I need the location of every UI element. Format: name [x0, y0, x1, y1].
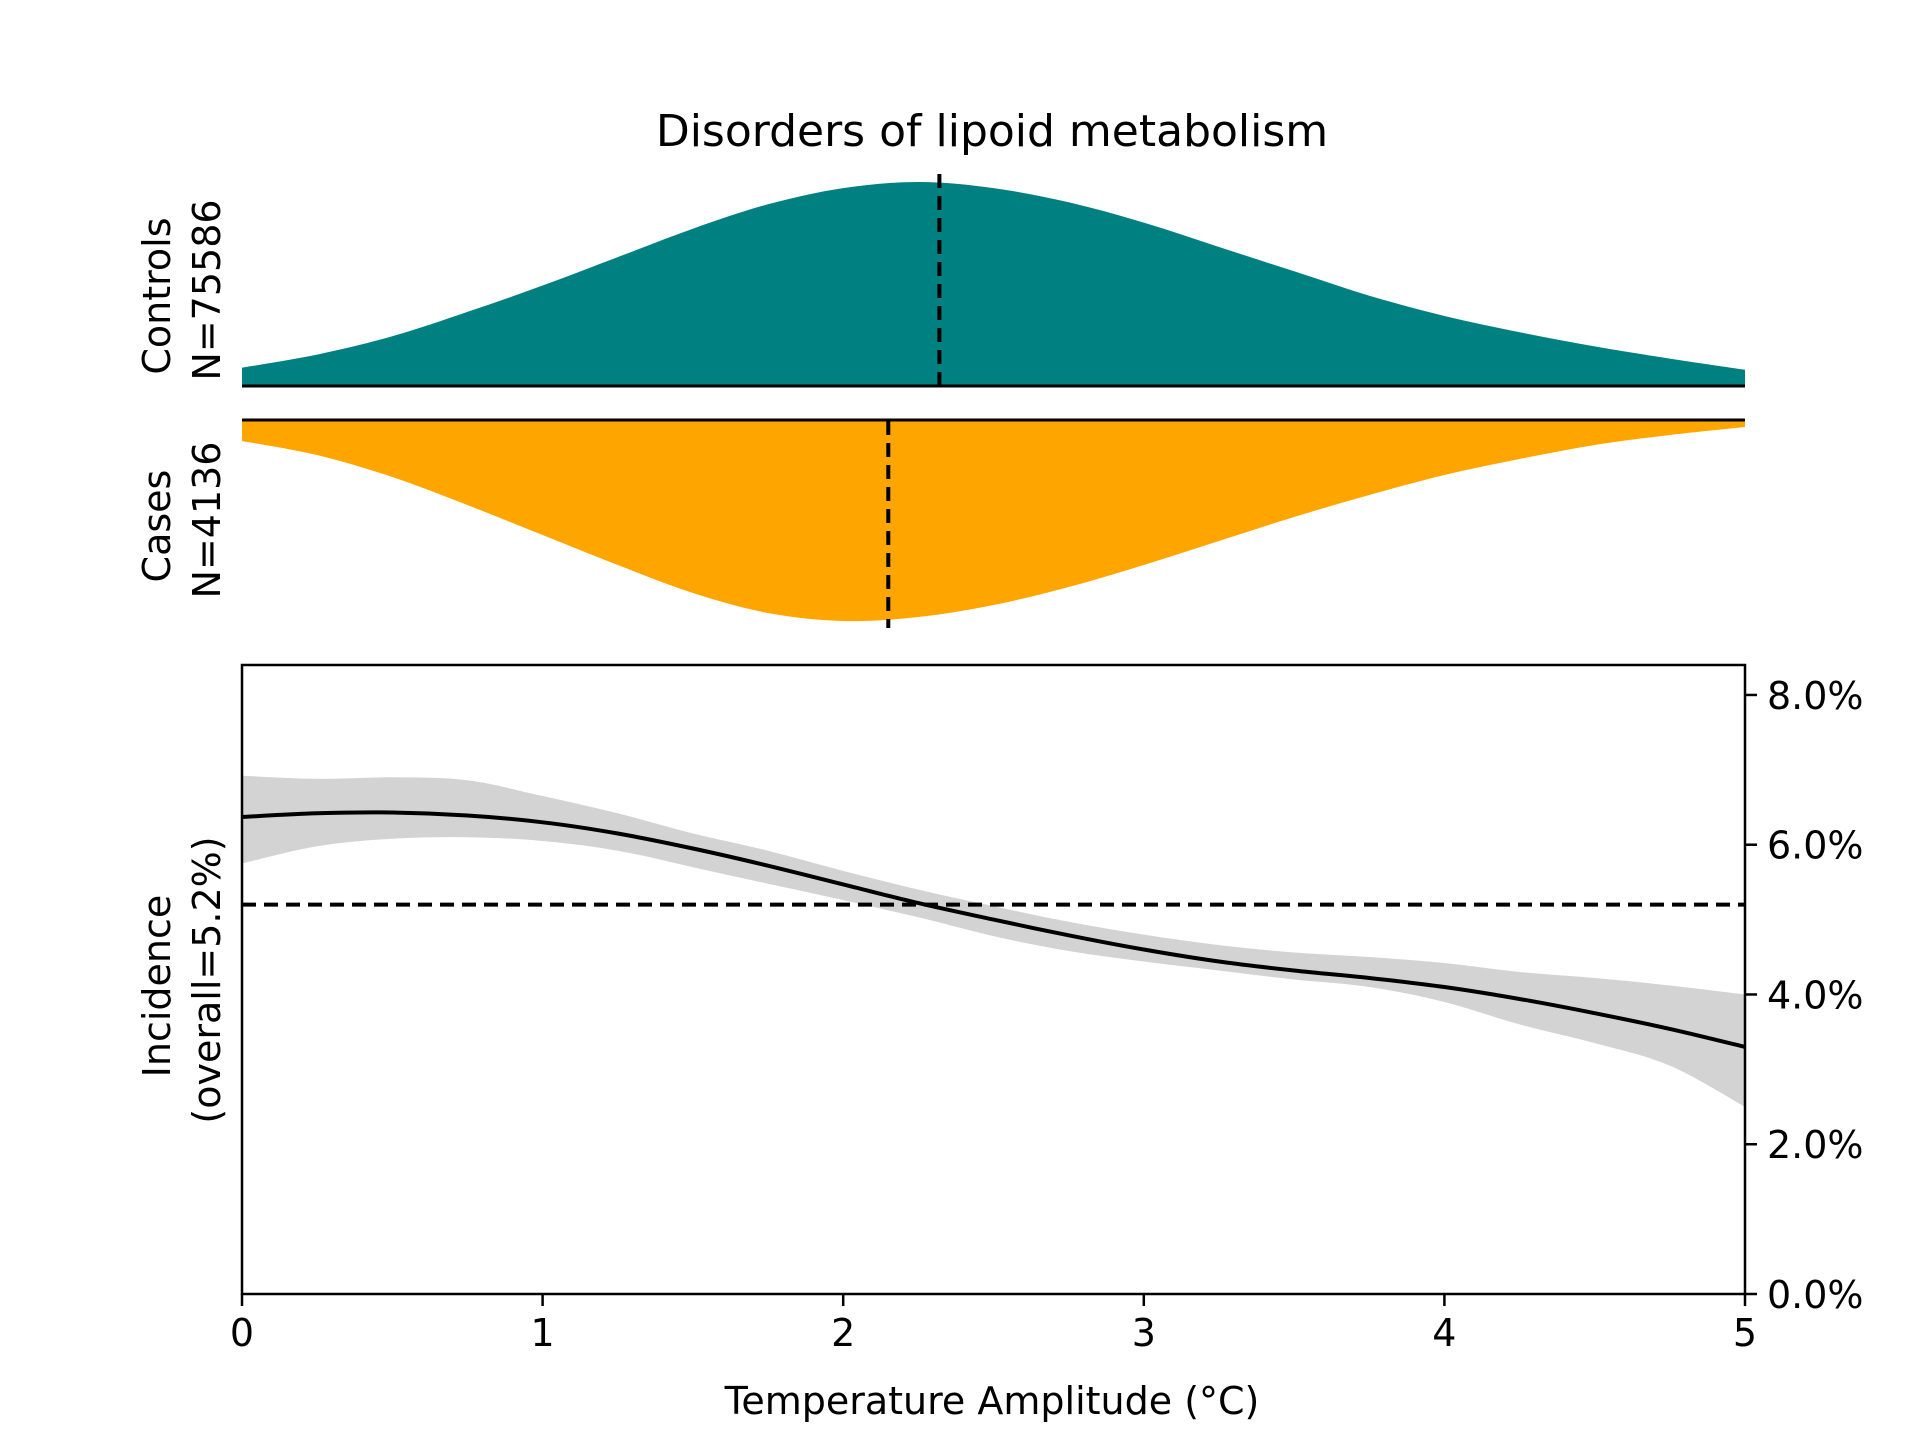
- incidence-overall: (overall=5.2%): [185, 836, 229, 1123]
- x-tick-label: 2: [831, 1311, 855, 1355]
- x-tick-label: 1: [531, 1311, 555, 1355]
- cases-label: Cases: [135, 470, 179, 583]
- y-tick-label: 6.0%: [1767, 824, 1864, 868]
- controls-ylabel: Controls N=75586: [135, 199, 229, 380]
- cases-count: N=4136: [185, 442, 229, 599]
- cases-panel: Cases N=4136: [135, 418, 1745, 628]
- y-tick-label: 8.0%: [1767, 674, 1864, 718]
- y-axis-ticks: 0.0% 2.0% 4.0% 6.0% 8.0%: [1745, 674, 1864, 1317]
- x-axis-ticks: 0 1 2 3 4 5: [230, 1294, 1757, 1355]
- x-tick-label: 5: [1733, 1311, 1757, 1355]
- incidence-ylabel: Incidence (overall=5.2%): [135, 836, 229, 1123]
- chart-title: Disorders of lipoid metabolism: [656, 106, 1328, 157]
- incidence-label: Incidence: [135, 895, 179, 1078]
- cases-ylabel: Cases N=4136: [135, 442, 229, 599]
- controls-density-area: [242, 182, 1745, 385]
- controls-count: N=75586: [185, 199, 229, 380]
- controls-panel: Controls N=75586: [135, 174, 1745, 388]
- plot-frame: [240, 663, 1747, 1296]
- incidence-curve: [241, 810, 1746, 1049]
- x-axis-label: Temperature Amplitude (°C): [724, 1379, 1260, 1423]
- y-tick-label: 2.0%: [1767, 1123, 1864, 1167]
- incidence-panel: 0 1 2 3 4 5 0.0% 2.0% 4.0% 6.0% 8.0% Temperature …: [135, 663, 1864, 1423]
- y-tick-label: 4.0%: [1767, 973, 1864, 1017]
- controls-label: Controls: [135, 217, 179, 374]
- cases-density-area: [242, 421, 1745, 622]
- x-tick-label: 3: [1132, 1311, 1156, 1355]
- confidence-band: [242, 775, 1745, 1107]
- y-tick-label: 0.0%: [1767, 1273, 1864, 1317]
- x-tick-label: 4: [1432, 1311, 1456, 1355]
- x-tick-label: 0: [230, 1311, 254, 1355]
